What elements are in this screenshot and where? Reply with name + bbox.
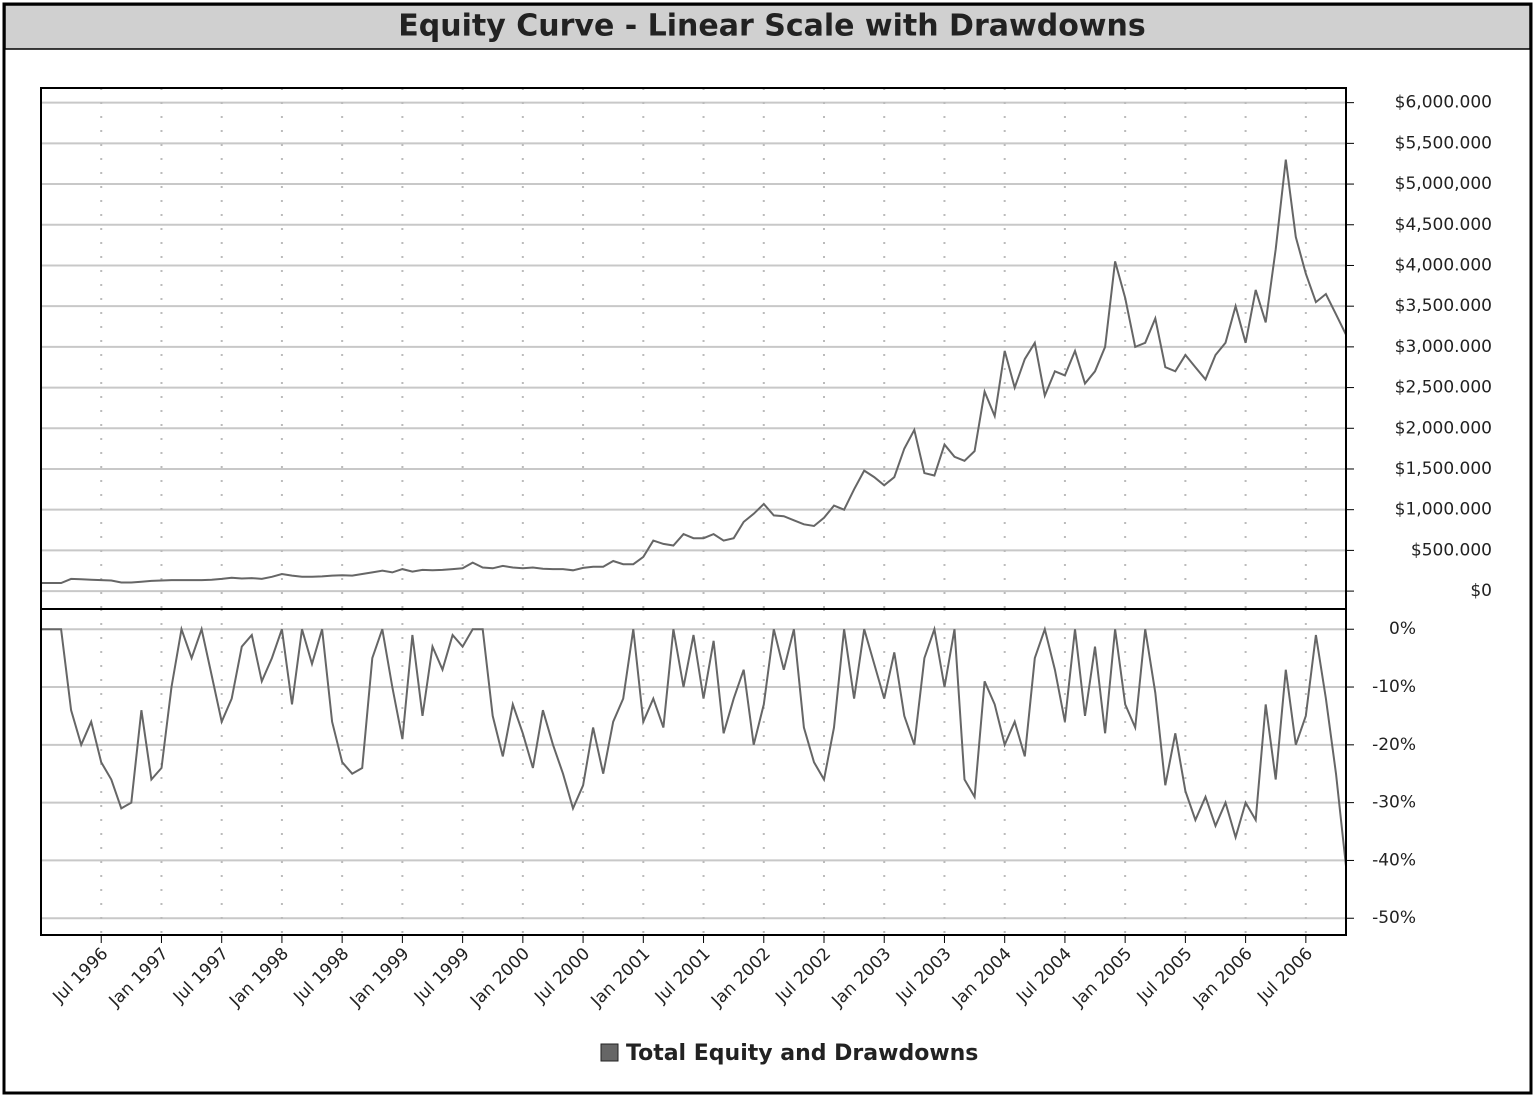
y-tick-label: $3,500.000 xyxy=(1395,296,1492,316)
y2-tick-label: 0% xyxy=(1389,619,1416,639)
y-tick-label: $6,000.000 xyxy=(1395,93,1492,113)
series-line xyxy=(41,625,1347,867)
y-tick-label: $5,000,000 xyxy=(1395,174,1492,194)
y-tick-label: $2,000.000 xyxy=(1395,418,1492,438)
y-tick-label: $5,500.000 xyxy=(1395,133,1492,153)
y2-tick-label: -10% xyxy=(1372,677,1416,697)
series-line xyxy=(41,159,1347,584)
y2-tick-label: -50% xyxy=(1372,908,1416,928)
y2-tick-label: -20% xyxy=(1372,735,1416,755)
y-tick-label: $3,000.000 xyxy=(1395,337,1492,357)
y-tick-label: $4,500.000 xyxy=(1395,215,1492,235)
y-tick-label: $4,000.000 xyxy=(1395,255,1492,275)
y-tick-label: $500.000 xyxy=(1411,540,1492,560)
legend-swatch xyxy=(600,1043,619,1062)
title-bar xyxy=(4,4,1531,50)
y2-tick-label: -30% xyxy=(1372,793,1416,813)
y-tick-label: $0 xyxy=(1470,581,1492,601)
legend-label: Total Equity and Drawdowns xyxy=(626,1041,978,1066)
y-tick-label: $2,500.000 xyxy=(1395,378,1492,398)
chart-title: Equity Curve - Linear Scale with Drawdow… xyxy=(398,9,1145,44)
y-tick-label: $1,500.000 xyxy=(1395,459,1492,479)
y-tick-label: $1,000.000 xyxy=(1395,500,1492,520)
y2-tick-label: -40% xyxy=(1372,850,1416,870)
bottom-panel xyxy=(40,608,1347,936)
